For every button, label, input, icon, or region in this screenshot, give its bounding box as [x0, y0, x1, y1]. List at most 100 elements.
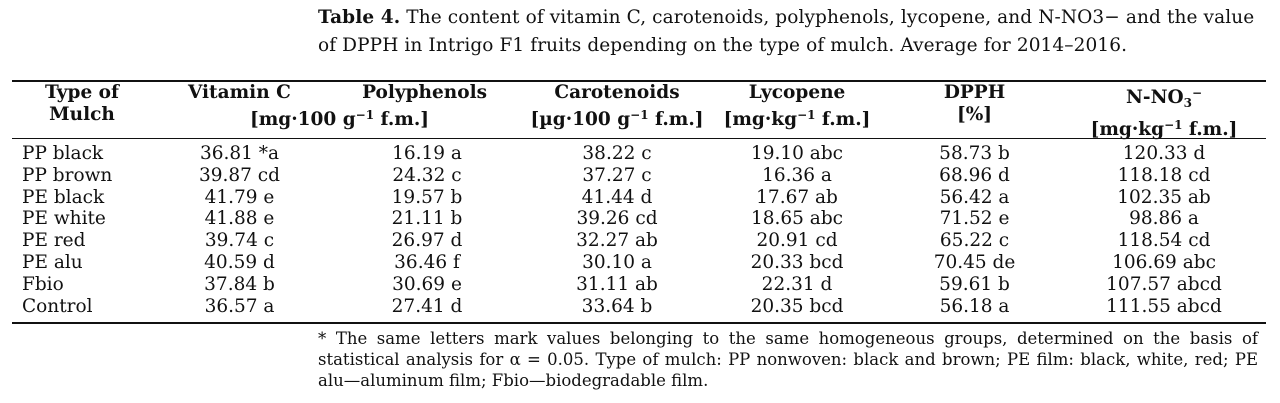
carot-units-sup: −1 — [630, 108, 649, 122]
cell-vitamin-c: 41.88 e — [204, 208, 275, 230]
cell-lycopene: 19.10 abc — [750, 143, 844, 164]
cell-n-no3: 98.86 a — [1129, 208, 1199, 230]
cell-lycopene: 18.65 abc — [750, 208, 844, 230]
cell-n-no3: 111.55 abcd — [1106, 295, 1222, 317]
cell-n-no3: 120.33 d — [1122, 143, 1206, 164]
nno3-sub: 3 — [1183, 96, 1192, 110]
cell-n-no3: 118.18 cd — [1117, 164, 1211, 186]
table-row: PE red 39.74 c 26.97 d 32.27 ab 20.91 cd 65.2… — [12, 230, 1266, 252]
header-carotenoids-units: [µg·100 g−1 f.m.] — [527, 104, 707, 131]
cell-dpph: 65.22 c — [939, 230, 1010, 252]
header-lycopene: Lycopene [mg·kg−1 f.m.] — [707, 82, 887, 141]
lyco-units: [mg·kg — [723, 109, 798, 130]
cell-dpph: 70.45 de — [933, 251, 1016, 273]
row-mulch-type: PE black — [22, 186, 105, 208]
cell-polyphenols: 16.19 a — [392, 143, 462, 164]
header-dpph: DPPH [%] — [887, 82, 1062, 141]
table-row: PE alu 40.59 d 36.46 f 30.10 a 20.33 bcd 70.4… — [12, 252, 1266, 274]
cell-lycopene: 20.35 bcd — [750, 295, 844, 317]
top-rule — [12, 80, 1266, 82]
header-carotenoids: Carotenoids [µg·100 g−1 f.m.] — [527, 82, 707, 141]
cell-polyphenols: 26.97 d — [391, 230, 463, 252]
header-carotenoids-label: Carotenoids — [554, 82, 680, 103]
cell-carotenoids: 38.22 c — [582, 143, 652, 164]
units-left: [mg·100 g — [249, 109, 356, 130]
nno3-units: [mg·kg — [1090, 119, 1165, 140]
table-row: Control 36.57 a 27.41 d 33.64 b 20.35 bcd 56.… — [12, 296, 1266, 318]
header-lycopene-units: [mg·kg−1 f.m.] — [707, 104, 887, 131]
table-row: PE white 41.88 e 21.11 b 39.26 cd 18.65 abc 7… — [12, 208, 1266, 230]
cell-dpph: 58.73 b — [939, 143, 1010, 164]
cell-polyphenols: 27.41 d — [391, 295, 463, 317]
row-mulch-type: PP brown — [22, 164, 113, 186]
cell-vitamin-c: 41.79 e — [204, 186, 275, 208]
lyco-units-sup: −1 — [797, 108, 816, 122]
cell-carotenoids: 32.27 ab — [576, 230, 658, 252]
cell-n-no3: 107.57 abcd — [1106, 273, 1222, 295]
cell-carotenoids: 39.26 cd — [576, 208, 658, 230]
cell-n-no3: 106.69 abc — [1112, 251, 1216, 273]
cell-dpph: 56.42 a — [939, 186, 1010, 208]
cell-carotenoids: 33.64 b — [581, 295, 653, 317]
cell-polyphenols: 36.46 f — [394, 251, 460, 273]
cell-vitamin-c: 36.81 *a — [199, 143, 280, 164]
row-mulch-type: PE red — [22, 230, 86, 252]
mulch-data-table: Type of Mulch Vitamin C Polyphenols [mg·… — [12, 82, 1266, 317]
cell-dpph: 71.52 e — [939, 208, 1010, 230]
header-dpph-units: [%] — [956, 104, 993, 125]
cell-dpph: 68.96 d — [939, 164, 1010, 186]
header-polyphenols: Polyphenols — [362, 82, 488, 103]
units-left-sup: −1 — [355, 108, 375, 122]
cell-lycopene: 20.33 bcd — [750, 251, 844, 273]
nno3-units-end: f.m.] — [1182, 119, 1238, 140]
row-mulch-type: PE alu — [22, 251, 83, 273]
cell-vitamin-c: 39.74 c — [204, 230, 275, 252]
header-lycopene-label: Lycopene — [748, 82, 846, 103]
lyco-units-end: f.m.] — [815, 109, 871, 130]
row-mulch-type: PP black — [22, 143, 104, 164]
table-row: PP brown 39.87 cd 24.32 c 37.27 c 16.36 a 68.… — [12, 165, 1266, 187]
table-row: PE black 41.79 e 19.57 b 41.44 d 17.67 ab 56.… — [12, 187, 1266, 209]
row-mulch-type: PE white — [22, 208, 106, 230]
cell-vitamin-c: 36.57 a — [204, 295, 275, 317]
table-body: PP black 36.81 *a 16.19 a 38.22 c 19.10 abc 5… — [12, 141, 1266, 317]
cell-n-no3: 102.35 ab — [1117, 186, 1211, 208]
cell-n-no3: 118.54 cd — [1117, 230, 1211, 252]
header-n-no3-label: N-NO3− — [1062, 82, 1266, 114]
row-mulch-type: Control — [22, 295, 93, 317]
cell-lycopene: 17.67 ab — [756, 186, 838, 208]
header-dpph-label: DPPH — [943, 82, 1006, 103]
cell-dpph: 59.61 b — [939, 273, 1010, 295]
carot-units-end: f.m.] — [648, 109, 704, 130]
cell-lycopene: 20.91 cd — [756, 230, 838, 252]
bottom-rule — [12, 322, 1266, 324]
nno3-base: N-NO — [1125, 87, 1184, 108]
header-vitc-poly: Vitamin C Polyphenols [mg·100 g−1 f.m.] — [152, 82, 527, 141]
carot-units: [µg·100 g — [530, 109, 631, 130]
cell-vitamin-c: 40.59 d — [204, 251, 275, 273]
cell-lycopene: 22.31 d — [761, 273, 833, 295]
row-mulch-type: Fbio — [22, 273, 64, 295]
header-n-no3-units: [mg·kg−1 f.m.] — [1062, 114, 1266, 141]
header-n-no3: N-NO3− [mg·kg−1 f.m.] — [1062, 82, 1266, 141]
cell-vitamin-c: 39.87 cd — [198, 164, 281, 186]
cell-polyphenols: 30.69 e — [392, 273, 462, 295]
caption-text: The content of vitamin C, carotenoids, p… — [318, 7, 1255, 56]
units-left-end: f.m.] — [374, 109, 430, 130]
table-caption: Table 4. The content of vitamin C, carot… — [318, 4, 1258, 60]
caption-label: Table 4. — [318, 7, 401, 28]
header-rule — [12, 138, 1266, 140]
table-row: Fbio 37.84 b 30.69 e 31.11 ab 22.31 d 59.61 b… — [12, 274, 1266, 296]
nno3-sup: − — [1191, 86, 1203, 100]
header-type-of-mulch: Type of Mulch — [12, 82, 152, 141]
cell-carotenoids: 31.11 ab — [576, 273, 658, 295]
header-row: Type of Mulch Vitamin C Polyphenols [mg·… — [12, 82, 1266, 141]
cell-vitamin-c: 37.84 b — [204, 273, 275, 295]
header-vitc-poly-units: [mg·100 g−1 f.m.] — [152, 104, 527, 131]
cell-polyphenols: 24.32 c — [392, 164, 462, 186]
header-type-line2: Mulch — [49, 104, 115, 125]
header-vitamin-c: Vitamin C — [188, 82, 291, 103]
cell-polyphenols: 19.57 b — [391, 186, 463, 208]
cell-polyphenols: 21.11 b — [391, 208, 463, 230]
cell-carotenoids: 37.27 c — [582, 164, 652, 186]
